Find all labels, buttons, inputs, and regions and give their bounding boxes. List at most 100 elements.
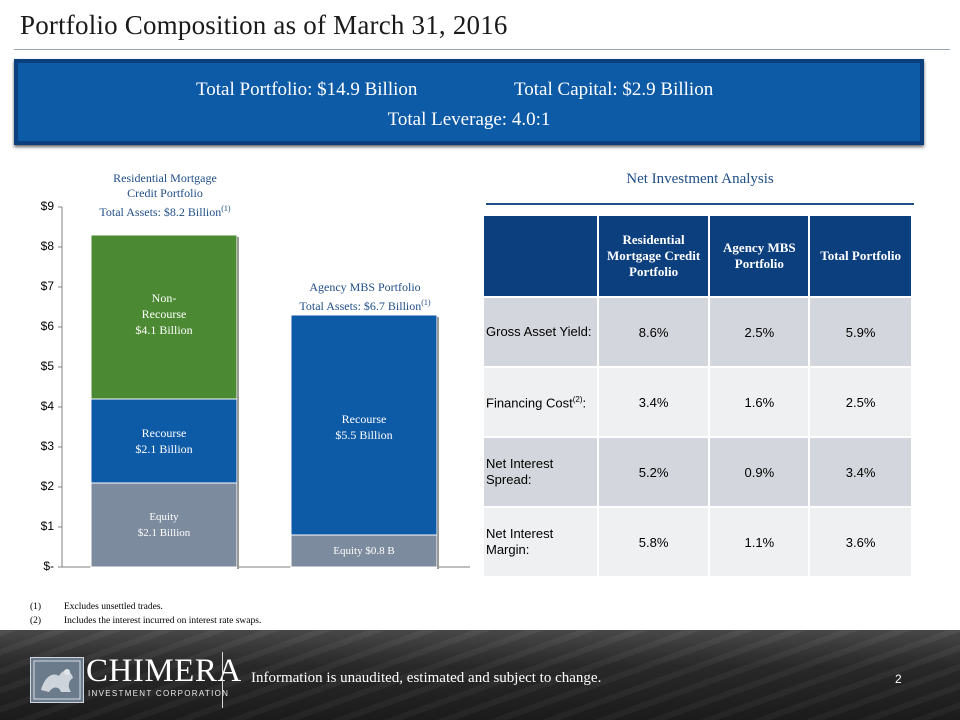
row-label-text: Financing Cost [486, 395, 573, 411]
chart-title-residential-line1: Residential Mortgage [113, 171, 217, 185]
total-leverage: Total Leverage: 4.0:1 [387, 109, 551, 130]
footer: CHIMERA INVESTMENT CORPORATION Informati… [0, 630, 960, 720]
page-number: 2 [895, 672, 902, 686]
segment-label-line: $4.1 Billion [135, 323, 193, 337]
footnotes: (1) Excludes unsettled trades. (2) Include… [30, 600, 261, 628]
footer-separator [222, 652, 223, 708]
net-investment-title: Net Investment Analysis [626, 171, 774, 187]
table-cell: 8.6% [597, 296, 711, 367]
table-row: Net Interest Spread: 5.2% 0.9% 3.4% [484, 436, 913, 507]
segment-label: Recourse $2.1 Billion [91, 425, 237, 457]
chart-title-agency: Agency MBS Portfolio Total Assets: $6.7 … [270, 280, 460, 314]
portfolio-stacked-bar-chart [58, 206, 470, 569]
table-cell: 1.1% [709, 506, 811, 576]
disclaimer: Information is unaudited, estimated and … [251, 670, 602, 686]
footnote-ref-1: (1) [221, 204, 231, 213]
table-row: Financing Cost(2): 3.4% 1.6% 2.5% [484, 366, 913, 437]
chimera-logo-icon [30, 657, 84, 703]
header-residential: Residential Mortgage Credit Portfolio [597, 216, 711, 297]
net-investment-table: Residential Mortgage Credit Portfolio Ag… [484, 216, 913, 576]
table-cell: 3.6% [809, 506, 913, 576]
row-label-suffix: : [582, 395, 587, 411]
row-label: Net Interest Spread: [484, 436, 599, 507]
footnote-text: Excludes unsettled trades. [64, 602, 163, 612]
bar-segment-equity [90, 482, 238, 568]
y-tick-label: $6 [40, 319, 54, 333]
summary-banner: Total Portfolio: $14.9 Billion Total Cap… [14, 59, 924, 145]
bar-segment-non-recourse [90, 234, 238, 400]
footnote-2: (2) Includes the interest incurred on int… [30, 614, 261, 628]
footnote-ref-2: (2) [572, 395, 583, 405]
header-empty [484, 216, 599, 297]
segment-label-line: Recourse [141, 426, 187, 440]
bar-segment-equity [290, 534, 438, 568]
bar-segment-recourse [290, 314, 438, 536]
row-label: Gross Asset Yield: [484, 296, 599, 367]
y-tick-label: $9 [40, 199, 54, 213]
table-cell: 5.2% [597, 436, 711, 507]
logo-emblem-icon [33, 660, 81, 700]
footer-texture [0, 630, 960, 720]
segment-label-line: Equity [149, 511, 179, 523]
segment-label: Equity $0.8 B [291, 543, 437, 559]
total-portfolio: Total Portfolio: $14.9 Billion [196, 79, 418, 100]
footnote-1: (1) Excludes unsettled trades. [30, 600, 261, 614]
table-cell: 0.9% [709, 436, 811, 507]
row-label: Financing Cost(2): [484, 366, 599, 437]
chart-title-agency-line1: Agency MBS Portfolio [309, 280, 421, 294]
chart-title-residential-line2: Credit Portfolio [127, 186, 203, 200]
bar-shadow [237, 485, 239, 569]
table-cell: 1.6% [709, 366, 811, 437]
footnote-num: (1) [30, 602, 42, 612]
net-investment-divider [486, 203, 914, 205]
row-label: Net Interest Margin: [484, 506, 599, 576]
y-tick-label: $8 [40, 239, 54, 253]
residential-total-assets: Total Assets: $8.2 Billion [99, 205, 222, 219]
table-row: Gross Asset Yield: 8.6% 2.5% 5.9% [484, 296, 913, 367]
table-cell: 2.5% [709, 296, 811, 367]
segment-label-line: Recourse [341, 412, 387, 426]
table-cell: 3.4% [597, 366, 711, 437]
header-total: Total Portfolio [809, 216, 913, 297]
y-tick-label: $4 [40, 399, 54, 413]
table-cell: 3.4% [809, 436, 913, 507]
segment-label-line: $5.5 Billion [335, 428, 393, 442]
chart-title-agency-line2: Total Assets: $6.7 Billion(1) [270, 295, 460, 314]
bar-segment-recourse [90, 398, 238, 484]
segment-label-line: Equity $0.8 B [333, 545, 395, 557]
chart-title-residential: Residential Mortgage Credit Portfolio To… [70, 171, 260, 220]
y-tick-label: $- [43, 559, 54, 573]
total-capital: Total Capital: $2.9 Billion [514, 79, 714, 100]
footnote-text: Includes the interest incurred on intere… [64, 616, 262, 626]
y-tick-label: $5 [40, 359, 54, 373]
segment-label-line: Non- [151, 291, 177, 305]
y-tick-label: $1 [40, 519, 54, 533]
y-tick-label: $2 [40, 479, 54, 493]
title-divider [14, 49, 950, 50]
segment-label: Equity $2.1 Billion [91, 509, 237, 541]
footnote-ref-1b: (1) [421, 298, 431, 307]
table-header-row: Residential Mortgage Credit Portfolio Ag… [484, 216, 913, 297]
segment-label: Recourse $5.5 Billion [291, 411, 437, 443]
brand-name: CHIMERA [86, 653, 242, 689]
table-cell: 5.8% [597, 506, 711, 576]
bar-shadow [437, 537, 439, 569]
page-title: Portfolio Composition as of March 31, 20… [20, 10, 508, 40]
table-row: Net Interest Margin: 5.8% 1.1% 3.6% [484, 506, 913, 576]
footnote-num: (2) [30, 616, 42, 626]
bar-shadow [437, 317, 439, 537]
agency-total-assets: Total Assets: $6.7 Billion [299, 299, 422, 313]
table-cell: 5.9% [809, 296, 913, 367]
segment-label-line: $2.1 Billion [135, 442, 193, 456]
bar-shadow [237, 401, 239, 485]
y-tick-label: $7 [40, 279, 54, 293]
brand-subtitle: INVESTMENT CORPORATION [88, 689, 230, 698]
header-agency: Agency MBS Portfolio [709, 216, 811, 297]
bar-shadow [237, 237, 239, 401]
segment-label: Non- Recourse $4.1 Billion [91, 290, 237, 338]
segment-label-line: Recourse [141, 307, 187, 321]
segment-label-line: $2.1 Billion [137, 527, 191, 539]
chart-title-residential-line3: Total Assets: $8.2 Billion(1) [70, 201, 260, 220]
y-tick-label: $3 [40, 439, 54, 453]
table-cell: 2.5% [809, 366, 913, 437]
